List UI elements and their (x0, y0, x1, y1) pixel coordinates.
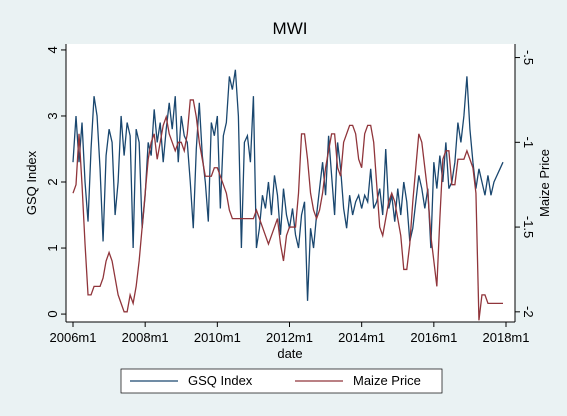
y-tick-label: 3 (45, 112, 60, 119)
y-axis-title: GSQ Index (24, 150, 39, 215)
y-tick-label: 0 (45, 310, 60, 317)
legend-label: GSQ Index (188, 373, 253, 388)
plot-area (66, 44, 515, 322)
x-axis-title: date (277, 346, 302, 361)
x-tick-label: 2008m1 (122, 330, 169, 345)
x-tick-label: 2010m1 (194, 330, 241, 345)
y2-tick-label: -1.5 (521, 216, 536, 238)
y-tick-label: 1 (45, 244, 60, 251)
y2-tick-label: -.5 (521, 50, 536, 65)
x-tick-label: 2016m1 (410, 330, 457, 345)
y2-tick-label: -2 (521, 306, 536, 318)
x-tick-label: 2006m1 (50, 330, 97, 345)
x-tick-label: 2012m1 (266, 330, 313, 345)
y2-axis-title: Maize Price (537, 149, 552, 217)
x-tick-label: 2014m1 (338, 330, 385, 345)
legend-label: Maize Price (353, 373, 421, 388)
line-series (72, 99, 503, 321)
x-tick-label: 2018m1 (483, 330, 530, 345)
y2-tick-label: -1 (521, 137, 536, 149)
y-tick-label: 4 (45, 46, 60, 53)
chart-title: MWI (273, 19, 308, 38)
y-tick-label: 2 (45, 178, 60, 185)
